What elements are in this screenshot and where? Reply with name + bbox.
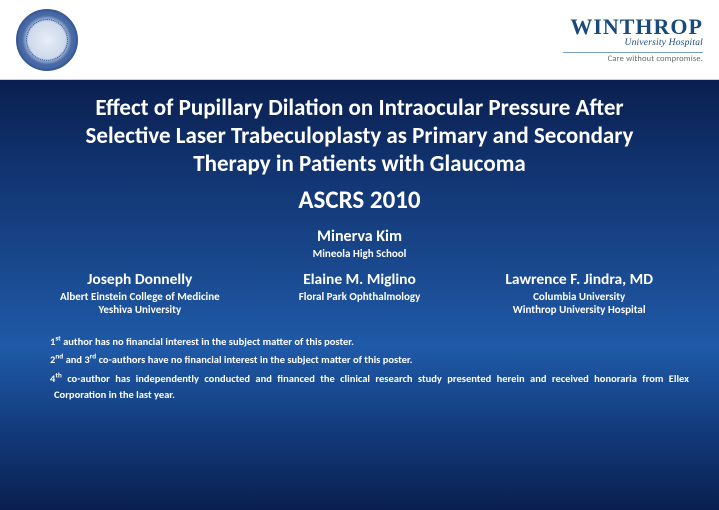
- brand-tagline: Care without compromise.: [563, 55, 703, 64]
- disclosures: 1st author has no financial interest in …: [30, 334, 689, 403]
- authors-row: Joseph Donnelly Albert Einstein College …: [30, 270, 689, 316]
- disclosure-1: 1st author has no financial interest in …: [36, 334, 689, 350]
- slide-subtitle: ASCRS 2010: [30, 184, 689, 215]
- columbia-seal-icon: [16, 9, 78, 71]
- slide-title: Effect of Pupillary Dilation on Intraocu…: [60, 94, 660, 178]
- author-1: Joseph Donnelly Albert Einstein College …: [34, 270, 246, 316]
- brand-name: WINTHROP: [563, 16, 703, 38]
- d3-text: co-author has independently conducted an…: [54, 372, 689, 401]
- slide-body: Effect of Pupillary Dilation on Intraocu…: [0, 80, 719, 510]
- author-affil-1: Floral Park Ophthalmology: [254, 290, 466, 303]
- author-affil-2: Winthrop University Hospital: [473, 303, 685, 316]
- d2-text: co-authors have no financial interest in…: [96, 353, 412, 366]
- author-2: Elaine M. Miglino Floral Park Ophthalmol…: [254, 270, 466, 316]
- lead-author: Minerva Kim Mineola High School: [30, 227, 689, 260]
- header-bar: WINTHROP University Hospital Care withou…: [0, 0, 719, 80]
- winthrop-logo: WINTHROP University Hospital Care withou…: [563, 16, 703, 63]
- author-name: Joseph Donnelly: [34, 270, 246, 289]
- author-affil-1: Albert Einstein College of Medicine: [34, 290, 246, 303]
- lead-author-name: Minerva Kim: [30, 227, 689, 246]
- author-affil-1: Columbia University: [473, 290, 685, 303]
- d1-text: author has no financial interest in the …: [61, 335, 354, 348]
- author-affil-2: Yeshiva University: [34, 303, 246, 316]
- d2-mid: and 3: [63, 353, 90, 366]
- author-name: Elaine M. Miglino: [254, 270, 466, 289]
- author-name: Lawrence F. Jindra, MD: [473, 270, 685, 289]
- disclosure-3: 4th co-author has independently conducte…: [36, 371, 689, 404]
- lead-author-affil: Mineola High School: [30, 247, 689, 260]
- author-3: Lawrence F. Jindra, MD Columbia Universi…: [473, 270, 685, 316]
- brand-subtitle: University Hospital: [563, 39, 703, 49]
- brand-divider: [563, 52, 703, 53]
- disclosure-2: 2nd and 3rd co-authors have no financial…: [36, 352, 689, 368]
